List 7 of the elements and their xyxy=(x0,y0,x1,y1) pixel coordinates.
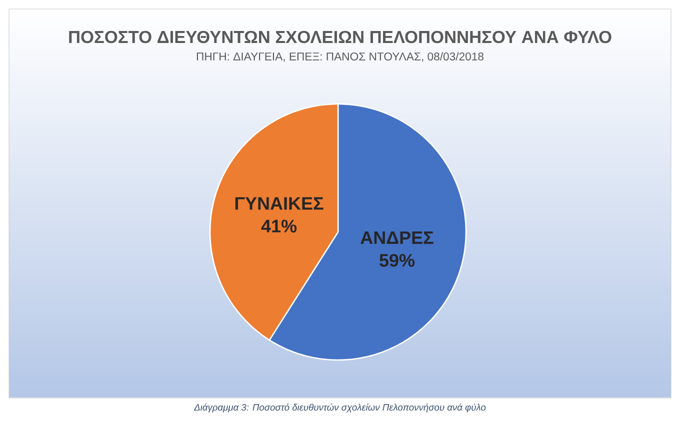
slice-label: ΓΥΝΑΙΚΕΣ xyxy=(235,197,324,210)
data-label: 59% xyxy=(380,254,415,267)
slice-label: ΑΝΔΡΕΣ xyxy=(360,232,434,244)
text: Διάγραμμα 3: Ποσοστό διευθυντών σχολείων Πελοποννήσου ανά φύλο xyxy=(194,404,486,412)
chart-title: ΠΟΣΟΣΤΟ ΔΙΕΥΘΥΝΤΩΝ ΣΧΟΛΕΙΩΝ ΠΕΛΟΠΟΝΝΗΣΟΥ ΑΝΑ ΦΥΛΟ xyxy=(69,30,612,44)
chart-subtitle: ΠΗΓΗ: ΔΙΑΥΓΕΙΑ, ΕΠΕΞ: ΠΑΝΟΣ ΝΤΟΥΛΑΣ, 08/03/2018 xyxy=(196,52,484,62)
data-label: 41% xyxy=(261,220,297,232)
